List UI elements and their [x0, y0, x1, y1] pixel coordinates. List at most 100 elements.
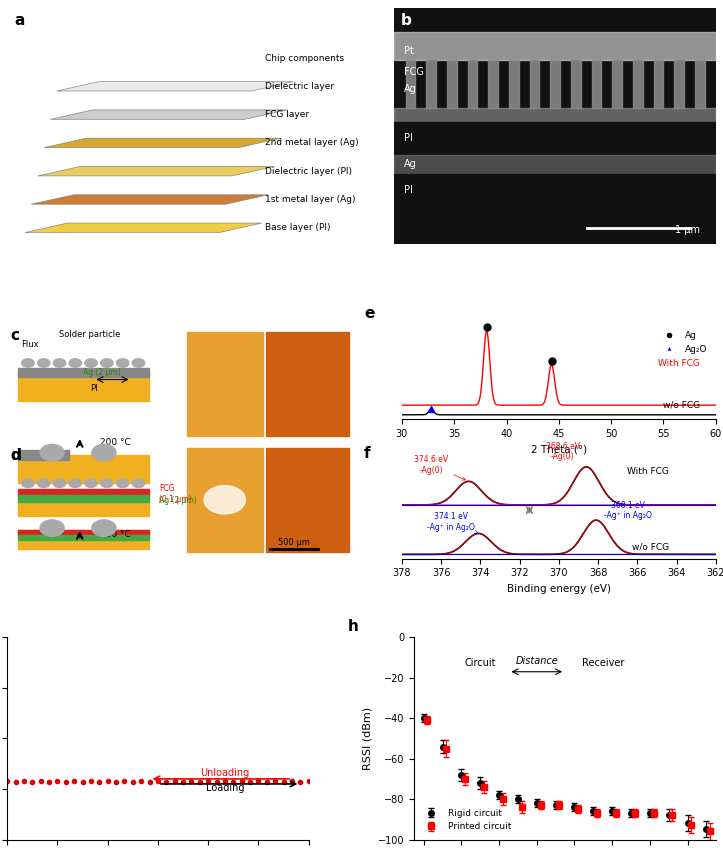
Bar	[695, 60, 704, 108]
Text: With FCG: With FCG	[627, 467, 669, 476]
Circle shape	[85, 359, 98, 367]
Polygon shape	[25, 223, 262, 232]
Text: Distance: Distance	[515, 656, 558, 666]
Text: h: h	[348, 619, 359, 634]
Text: 374.1 eV
-Ag⁺ in Ag₂O: 374.1 eV -Ag⁺ in Ag₂O	[427, 512, 478, 533]
Bar	[17, 368, 149, 377]
Polygon shape	[56, 81, 294, 91]
Circle shape	[132, 359, 145, 367]
Text: 200 °C: 200 °C	[100, 529, 131, 538]
Text: FCG
(0.1 μm): FCG (0.1 μm)	[159, 484, 192, 504]
Bar	[427, 60, 436, 108]
Circle shape	[38, 479, 50, 488]
Text: Solder particle: Solder particle	[59, 331, 121, 339]
Circle shape	[40, 444, 64, 461]
Polygon shape	[38, 166, 275, 176]
Text: Chip components: Chip components	[265, 53, 344, 63]
Legend: Ag, Ag₂O: Ag, Ag₂O	[656, 327, 711, 357]
Bar	[17, 450, 69, 460]
Text: Ag (2 μm): Ag (2 μm)	[159, 496, 197, 505]
Text: e: e	[364, 306, 375, 321]
Text: Ag (2 μm): Ag (2 μm)	[83, 368, 121, 377]
Circle shape	[69, 359, 82, 367]
Text: FCG layer: FCG layer	[265, 110, 309, 119]
Bar	[17, 495, 149, 502]
Circle shape	[100, 479, 113, 488]
Bar	[187, 448, 262, 552]
Text: 500 μm: 500 μm	[278, 538, 309, 547]
Text: With FCG: With FCG	[658, 360, 700, 368]
X-axis label: Binding energy (eV): Binding energy (eV)	[507, 584, 611, 594]
Polygon shape	[44, 138, 281, 148]
Bar	[488, 60, 498, 108]
Circle shape	[85, 479, 98, 488]
Text: 1 μm: 1 μm	[675, 225, 700, 235]
Text: d: d	[11, 448, 22, 463]
Bar	[654, 60, 663, 108]
Bar	[17, 493, 149, 516]
Text: 200 °C: 200 °C	[100, 438, 131, 447]
Bar	[266, 332, 349, 436]
Bar	[187, 332, 262, 436]
Circle shape	[38, 359, 50, 367]
Polygon shape	[51, 110, 287, 120]
Circle shape	[92, 520, 116, 536]
Text: f: f	[364, 446, 371, 460]
Text: Loading: Loading	[206, 783, 244, 793]
Text: 374.6 eV
-Ag(0): 374.6 eV -Ag(0)	[414, 455, 466, 480]
Text: 1st metal layer (Ag): 1st metal layer (Ag)	[265, 195, 356, 204]
Text: 2nd metal layer (Ag): 2nd metal layer (Ag)	[265, 138, 359, 148]
Text: Pt: Pt	[404, 46, 414, 56]
Circle shape	[92, 444, 116, 461]
Bar	[406, 60, 415, 108]
Bar	[447, 60, 457, 108]
Text: w/o FCG: w/o FCG	[632, 542, 669, 551]
Text: FCG: FCG	[404, 67, 424, 77]
Text: w/o FCG: w/o FCG	[663, 400, 700, 410]
Circle shape	[69, 479, 82, 488]
Bar	[571, 60, 581, 108]
Bar	[591, 60, 602, 108]
Bar	[509, 60, 518, 108]
Text: Flux: Flux	[21, 339, 38, 349]
Text: Ag: Ag	[404, 84, 417, 93]
Bar	[266, 448, 349, 552]
Circle shape	[22, 359, 34, 367]
Bar	[17, 489, 149, 495]
Circle shape	[100, 359, 113, 367]
Circle shape	[116, 359, 129, 367]
Bar	[633, 60, 643, 108]
Bar	[395, 154, 716, 174]
Text: Circuit: Circuit	[464, 658, 496, 667]
Legend: Rigid circuit, Printed circuit: Rigid circuit, Printed circuit	[419, 806, 515, 835]
Text: a: a	[14, 14, 25, 28]
X-axis label: 2 Theta (°): 2 Theta (°)	[531, 444, 587, 455]
Circle shape	[204, 486, 245, 514]
Bar	[468, 60, 477, 108]
Bar	[530, 60, 539, 108]
Bar	[675, 60, 684, 108]
Text: PI: PI	[404, 185, 413, 195]
Bar	[395, 108, 716, 121]
Circle shape	[40, 520, 64, 536]
Polygon shape	[31, 195, 268, 204]
Bar	[17, 372, 149, 401]
Bar	[17, 531, 149, 550]
Bar	[17, 531, 149, 535]
Text: b: b	[401, 14, 411, 28]
Text: Receiver: Receiver	[581, 658, 624, 667]
Text: PI: PI	[90, 384, 98, 393]
Y-axis label: RSSI (dBm): RSSI (dBm)	[362, 707, 372, 770]
Circle shape	[116, 479, 129, 488]
Text: 368.1 eV
-Ag⁺ in Ag₂O: 368.1 eV -Ag⁺ in Ag₂O	[604, 501, 651, 520]
Text: PI: PI	[404, 133, 413, 143]
Text: Base layer (PI): Base layer (PI)	[265, 223, 330, 232]
Circle shape	[54, 359, 66, 367]
Text: Dielectric layer: Dielectric layer	[265, 81, 334, 91]
Text: Unloading: Unloading	[200, 767, 249, 778]
Text: Ag: Ag	[404, 159, 417, 169]
Bar	[550, 60, 560, 108]
Bar	[612, 60, 622, 108]
Text: Dielectric layer (PI): Dielectric layer (PI)	[265, 167, 352, 176]
Circle shape	[132, 479, 145, 488]
